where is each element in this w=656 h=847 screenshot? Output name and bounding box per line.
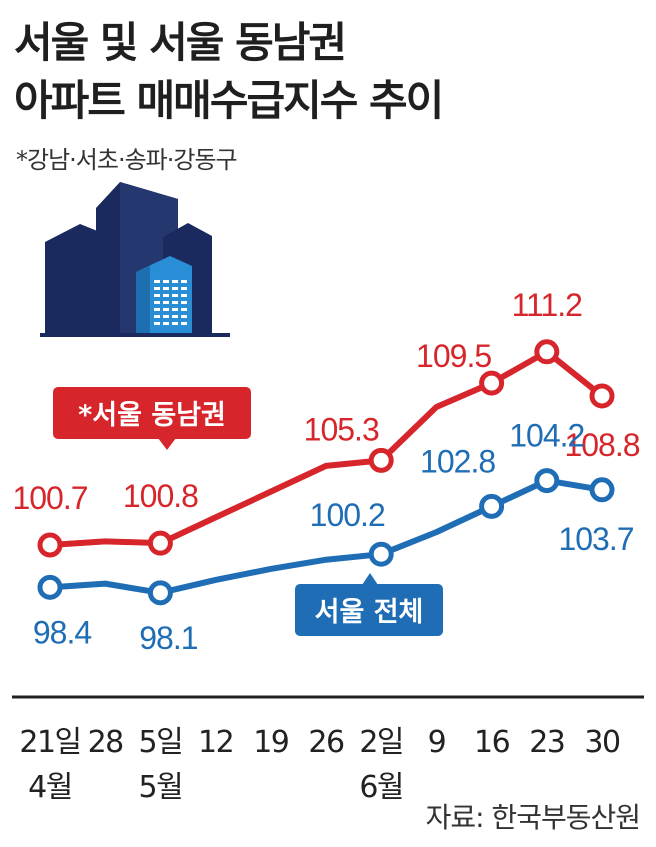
- building-window: [154, 301, 160, 304]
- x-tick-label: 26: [308, 725, 344, 760]
- chart-subtitle: *강남·서초·송파·강동구: [16, 146, 238, 174]
- data-point-seoul-southeast: [147, 530, 173, 556]
- building-window: [172, 308, 178, 311]
- building-window: [172, 294, 178, 297]
- building-window: [181, 280, 187, 283]
- building-window: [163, 280, 169, 283]
- building-front-tower-side: [136, 266, 150, 335]
- data-point-seoul-southeast: [37, 532, 63, 558]
- legend-label-seoul-southeast: *서울 동남권: [53, 387, 251, 450]
- x-tick-label: 28: [88, 725, 124, 760]
- chart-title-line-2: 아파트 매매수급지수 추이: [14, 76, 444, 125]
- data-point-seoul-southeast: [368, 447, 394, 473]
- legend-label-seoul-southeast-text: *서울 동남권: [78, 400, 226, 431]
- building-left-tower: [45, 224, 110, 335]
- building-window: [163, 294, 169, 297]
- data-point-seoul-total: [534, 468, 560, 494]
- building-window: [154, 322, 160, 325]
- x-tick-label: 2일: [359, 725, 403, 760]
- data-point-seoul-total: [479, 493, 505, 519]
- building-window: [181, 308, 187, 311]
- x-tick-label: 5일: [139, 725, 183, 760]
- building-window: [172, 287, 178, 290]
- data-label-seoul-total: 102.8: [420, 443, 495, 479]
- building-window: [172, 301, 178, 304]
- building-window: [172, 280, 178, 283]
- legend-label-seoul-total-text: 서울 전체: [315, 597, 424, 628]
- x-tick-label: 21일: [19, 725, 80, 760]
- x-axis: 21일 28 5일 12 19 26 2일 9 16 23 30 4월 5월 6월: [12, 695, 644, 805]
- data-point-seoul-total: [147, 580, 173, 606]
- x-tick-label: 19: [253, 725, 288, 760]
- building-window: [154, 308, 160, 311]
- building-window: [181, 301, 187, 304]
- data-label-seoul-total: 103.7: [558, 521, 633, 557]
- building-window: [154, 280, 160, 283]
- apartment-building-icon: [40, 182, 230, 337]
- x-tick-label: 30: [584, 725, 620, 760]
- x-tick-label: 12: [198, 725, 233, 760]
- x-tick-label: 16: [474, 725, 510, 760]
- x-month-label: 4월: [28, 770, 72, 805]
- x-month-label: 6월: [359, 770, 403, 805]
- building-window: [181, 322, 187, 325]
- data-label-seoul-total: 104.2: [509, 418, 584, 454]
- data-point-seoul-total: [368, 541, 394, 567]
- building-windows: [154, 280, 187, 325]
- data-label-seoul-southeast: 108.8: [564, 427, 639, 463]
- building-window: [163, 322, 169, 325]
- series-line-seoul-southeast: [47, 348, 605, 548]
- series-labels: *서울 동남권 서울 전체: [53, 387, 443, 636]
- data-point-seoul-southeast: [534, 339, 560, 365]
- data-label-seoul-southeast: 105.3: [304, 411, 379, 447]
- building-window: [181, 294, 187, 297]
- building-window: [172, 315, 178, 318]
- chart-title-line-1: 서울 및 서울 동남권: [14, 18, 347, 67]
- data-label-seoul-southeast: 111.2: [512, 287, 583, 323]
- building-window: [163, 315, 169, 318]
- data-point-seoul-total: [37, 574, 63, 600]
- data-label-seoul-total: 98.4: [33, 614, 91, 650]
- data-point-seoul-southeast: [589, 383, 615, 409]
- data-label-seoul-southeast: 100.8: [123, 478, 198, 514]
- building-ground: [40, 333, 230, 337]
- data-label-seoul-total: 100.2: [310, 497, 385, 533]
- building-window: [163, 287, 169, 290]
- x-month-label: 5월: [139, 770, 183, 805]
- plot-area: 100.7 100.8 105.3 109.5 111.2 108.8 98.4 98.1 10…: [12, 287, 640, 656]
- building-window: [181, 287, 187, 290]
- data-point-seoul-total: [589, 477, 615, 503]
- x-tick-label: 23: [529, 725, 564, 760]
- data-label-seoul-southeast: 109.5: [416, 338, 491, 374]
- data-label-seoul-southeast: 100.7: [12, 480, 87, 516]
- x-tick-label: 9: [428, 725, 446, 760]
- building-window: [154, 294, 160, 297]
- building-window: [181, 315, 187, 318]
- building-window: [163, 301, 169, 304]
- building-window: [163, 308, 169, 311]
- data-label-seoul-total: 98.1: [139, 620, 197, 656]
- legend-label-seoul-total: 서울 전체: [295, 573, 443, 636]
- building-window: [154, 315, 160, 318]
- building-window: [172, 322, 178, 325]
- building-window: [154, 287, 160, 290]
- source-note: 자료: 한국부동산원: [425, 801, 641, 834]
- series-line-seoul-total: [47, 477, 605, 596]
- chart-title: 서울 및 서울 동남권 아파트 매매수급지수 추이: [14, 14, 444, 130]
- data-point-seoul-southeast: [479, 370, 505, 396]
